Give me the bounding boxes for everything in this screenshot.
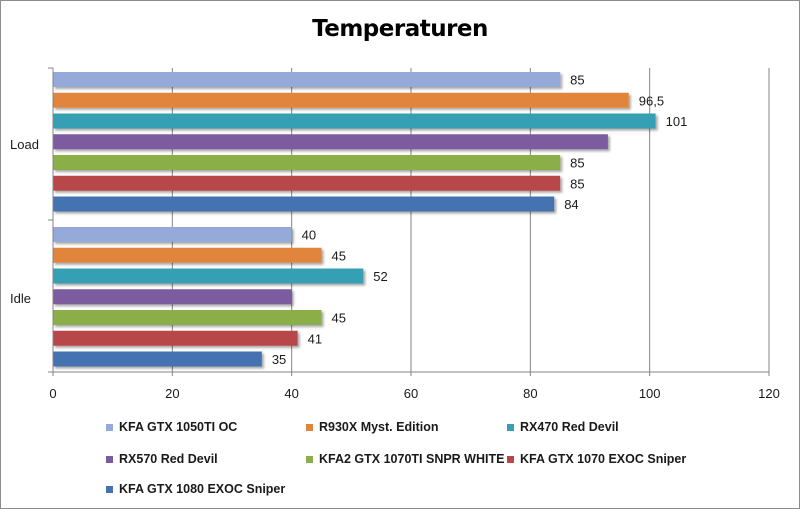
- legend-label: KFA GTX 1050TI OC: [119, 420, 238, 434]
- data-label: 45: [332, 248, 346, 263]
- legend-label: RX570 Red Devil: [119, 452, 218, 466]
- legend-swatch: [507, 455, 514, 463]
- legend-item: KFA GTX 1080 EXOC Sniper: [106, 481, 285, 497]
- y-tick-label: Idle: [10, 291, 31, 306]
- bar: [53, 268, 364, 284]
- bar: [53, 196, 555, 212]
- legend-swatch: [306, 423, 313, 431]
- legend-label: KFA2 GTX 1070TI SNPR WHITE: [319, 452, 505, 466]
- data-label: 35: [272, 352, 286, 367]
- bar: [53, 134, 608, 150]
- bar: [53, 155, 561, 170]
- chart-title: Temperaturen: [312, 16, 488, 42]
- legend-label: R930X Myst. Edition: [319, 420, 439, 434]
- legend-item: KFA2 GTX 1070TI SNPR WHITE: [306, 451, 504, 467]
- x-tick-label: 100: [639, 386, 661, 401]
- bar: [53, 72, 561, 87]
- data-label: 84: [564, 197, 578, 212]
- data-label: 85: [570, 176, 584, 191]
- data-label: 45: [332, 311, 346, 326]
- bar: [53, 175, 561, 191]
- legend-swatch: [507, 423, 514, 431]
- bar: [53, 351, 262, 367]
- legend-item: RX570 Red Devil: [106, 451, 218, 467]
- bar: [53, 289, 292, 305]
- x-tick-label: 20: [165, 386, 179, 401]
- data-label: 52: [373, 269, 387, 284]
- legend-item: KFA GTX 1050TI OC: [106, 419, 237, 435]
- data-label: 40: [302, 228, 316, 243]
- x-tick-label: 120: [758, 386, 780, 401]
- legend-label: KFA GTX 1070 EXOC Sniper: [520, 452, 687, 466]
- data-label: 41: [308, 331, 322, 346]
- legend-item: KFA GTX 1070 EXOC Sniper: [507, 451, 686, 467]
- legend-label: KFA GTX 1080 EXOC Sniper: [119, 482, 286, 496]
- legend-swatch: [106, 455, 113, 463]
- data-label: 85: [570, 73, 584, 88]
- y-tick-label: Load: [10, 137, 39, 152]
- bar: [53, 247, 322, 263]
- legend-swatch: [106, 423, 113, 431]
- legend-label: RX470 Red Devil: [520, 420, 619, 434]
- data-label: 85: [570, 156, 584, 171]
- bar: [53, 330, 298, 346]
- legend-swatch: [106, 485, 113, 493]
- data-label: 96,5: [639, 93, 664, 108]
- x-tick-label: 80: [523, 386, 537, 401]
- legend-item: RX470 Red Devil: [507, 419, 619, 435]
- data-label: 101: [666, 114, 688, 129]
- bar: [53, 227, 292, 242]
- legend-swatch: [306, 455, 313, 463]
- bar: [53, 113, 656, 129]
- legend-item: R930X Myst. Edition: [306, 419, 438, 435]
- x-tick-label: 40: [284, 386, 298, 401]
- bar: [53, 92, 629, 108]
- bar: [53, 310, 322, 325]
- x-tick-label: 60: [404, 386, 418, 401]
- x-tick-label: 0: [49, 386, 56, 401]
